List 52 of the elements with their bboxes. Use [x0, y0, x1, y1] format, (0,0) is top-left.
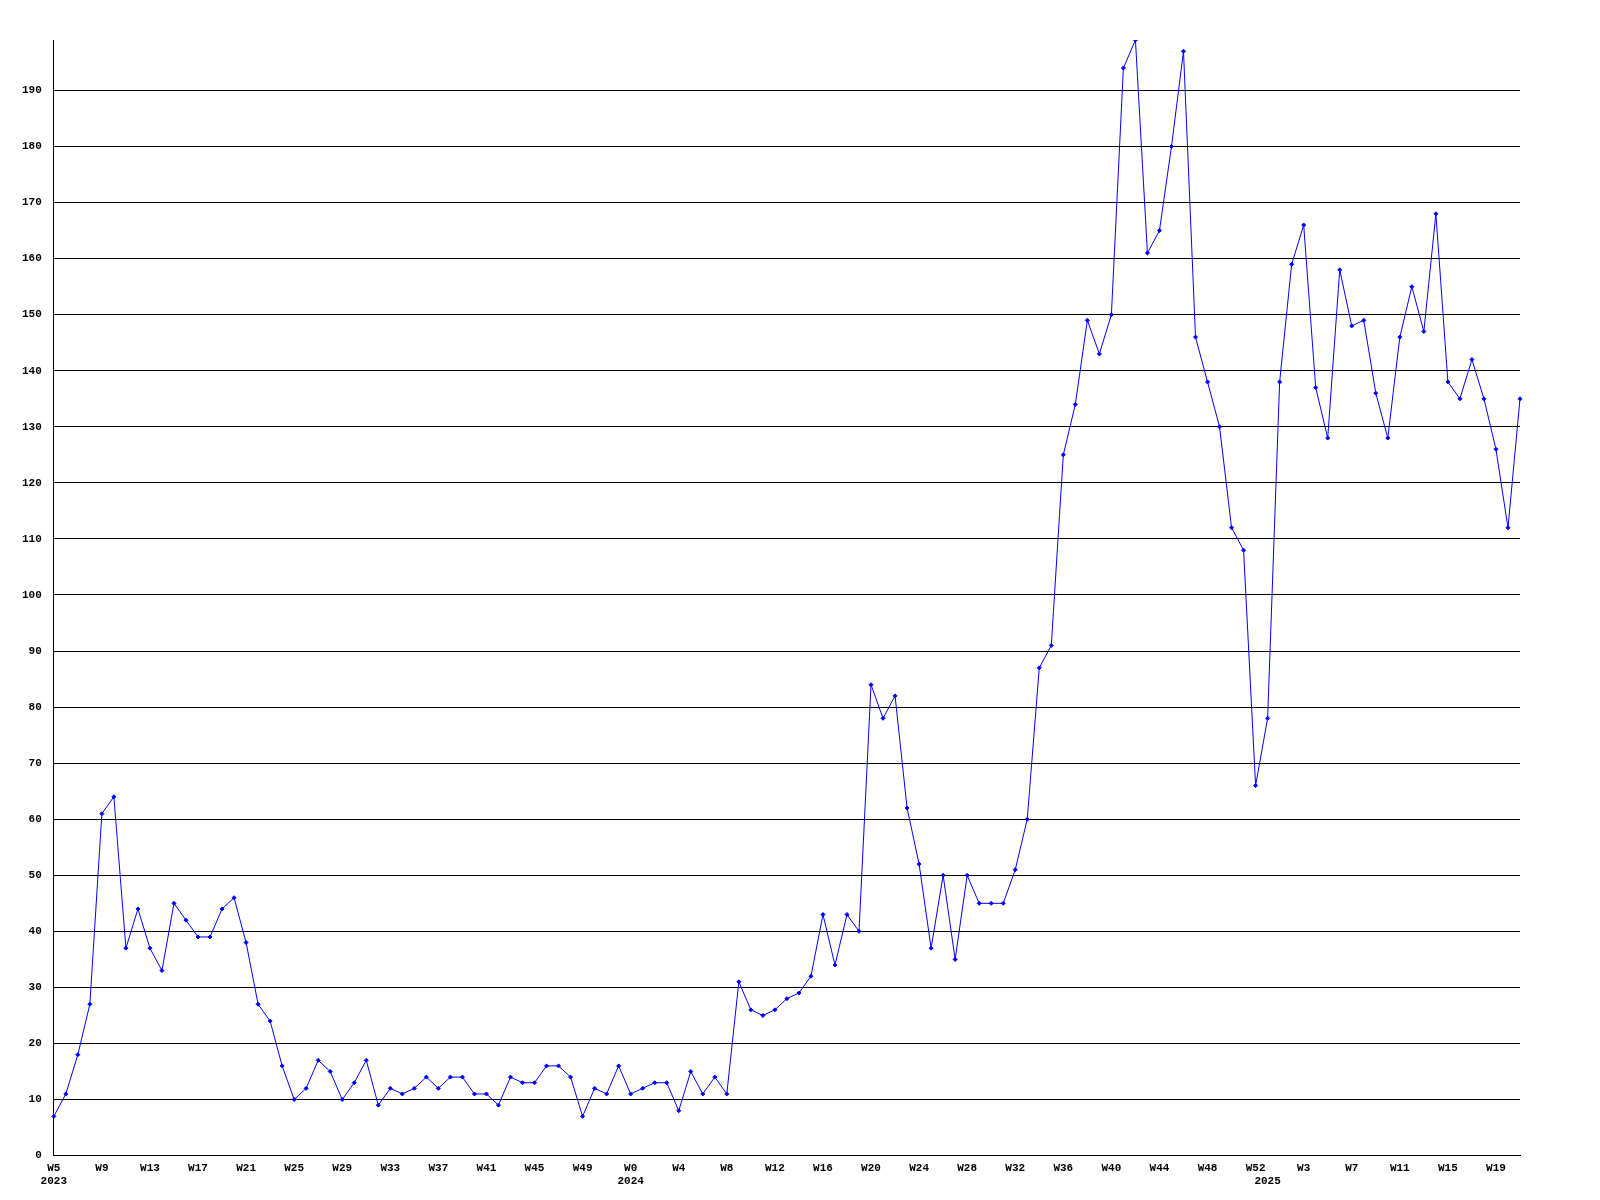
x-tick-label: W12 [764, 1161, 785, 1174]
x-tick-label: W48 [1197, 1161, 1218, 1174]
x-tick-label: W0 2024 [617, 1161, 645, 1188]
y-tick-label: 120 [21, 476, 42, 489]
y-tick-label: 180 [21, 140, 42, 153]
x-tick-label: W49 [572, 1161, 593, 1174]
y-tick-label: 80 [28, 700, 42, 713]
y-tick-label: 190 [21, 84, 42, 97]
x-tick-label: W13 [140, 1161, 161, 1174]
x-tick-label: W52 [1245, 1161, 1266, 1174]
y-tick-label: 0 [35, 1149, 42, 1162]
y-tick-label: 150 [21, 308, 42, 321]
x-tick-label: W29 [332, 1161, 353, 1174]
x-tick-label: W33 [380, 1161, 401, 1174]
x-tick-label: W45 [524, 1161, 545, 1174]
y-tick-label: 50 [28, 869, 42, 882]
x-tick-label: W3 [1297, 1161, 1311, 1174]
x-tick-label: W5 2023 [40, 1161, 68, 1188]
x-tick-label: W21 [236, 1161, 257, 1174]
y-tick-label: 60 [28, 813, 42, 825]
x-tick-label: W32 [1005, 1161, 1026, 1174]
x-tick-label: W9 [95, 1161, 109, 1174]
x-tick-label: W44 [1149, 1161, 1170, 1174]
x-tick-label: W8 [720, 1161, 734, 1174]
y-tick-label: 30 [28, 981, 42, 994]
y-tick-label: 170 [21, 196, 42, 209]
x-tick-label: W4 [672, 1161, 686, 1174]
x-tick-label: W28 [957, 1161, 978, 1174]
x-tick-label: W11 [1389, 1161, 1411, 1174]
y-tick-label: 40 [28, 925, 42, 938]
x-tick-label: W7 [1345, 1161, 1359, 1174]
x-tick-label: W36 [1053, 1161, 1074, 1174]
x-tick-label: W25 [284, 1161, 305, 1174]
y-tick-label: 10 [28, 1093, 42, 1106]
y-tick-label: 160 [21, 252, 42, 265]
y-tick-label: 110 [21, 532, 42, 545]
y-tick-label: 100 [21, 588, 42, 601]
y-tick-label: 90 [28, 644, 42, 657]
y-tick-label: 140 [21, 364, 42, 377]
x-tick-label: W16 [813, 1161, 833, 1174]
x-tick-label: W19 [1486, 1161, 1506, 1174]
x-tick-label: W15 [1437, 1161, 1459, 1174]
y-tick-label: 130 [21, 420, 42, 433]
x-tick-label: 2025 [1254, 1175, 1282, 1188]
y-tick-label: 20 [28, 1037, 42, 1050]
x-tick-label: W17 [188, 1161, 208, 1174]
x-tick-label: W41 [476, 1161, 497, 1174]
x-tick-label: W24 [909, 1161, 930, 1174]
x-tick-label: W40 [1101, 1161, 1122, 1174]
y-tick-label: 70 [28, 756, 42, 769]
x-tick-label: W20 [861, 1161, 881, 1174]
x-tick-label: W37 [428, 1161, 449, 1174]
